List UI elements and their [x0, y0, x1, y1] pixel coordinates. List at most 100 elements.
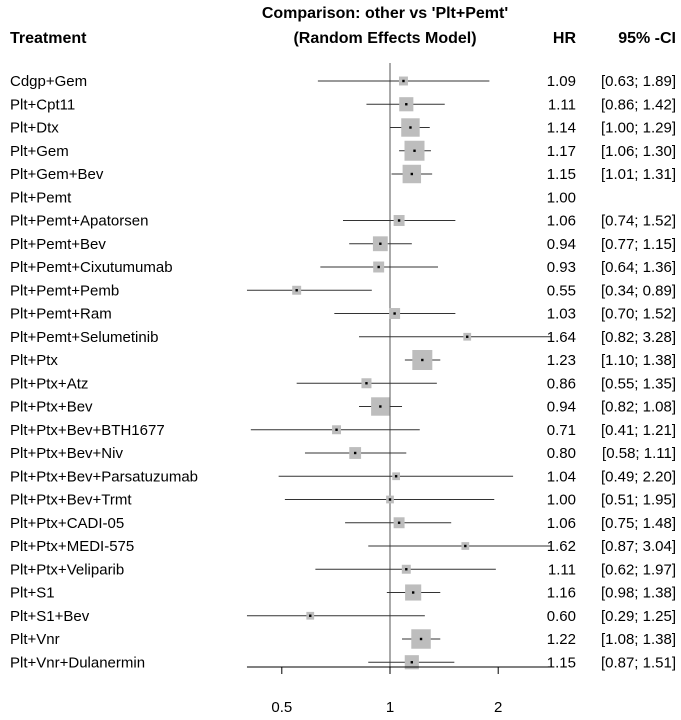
row-hr-value: 0.94 [547, 236, 576, 253]
row-ci-value: [0.63; 1.89] [601, 73, 676, 90]
row-ci-value: [0.58; 1.11] [602, 445, 676, 462]
row-hr-value: 1.23 [547, 352, 576, 369]
row-hr-value: 1.00 [547, 189, 576, 206]
row-label: Plt+Gem [10, 143, 69, 160]
point-estimate [409, 126, 412, 129]
row-hr-value: 1.14 [547, 120, 576, 137]
point-estimate [388, 498, 392, 501]
row-hr-value: 1.22 [547, 631, 576, 648]
row-hr-value: 1.03 [547, 306, 576, 323]
point-estimate [379, 405, 382, 408]
row-label: Plt+Cpt11 [10, 96, 75, 113]
row-label: Plt+Pemt+Bev [10, 236, 106, 253]
column-header-treatment: Treatment [10, 30, 87, 47]
chart-title: Comparison: other vs 'Plt+Pemt' [262, 5, 508, 22]
row-label: Plt+Ptx+Bev+Trmt [10, 492, 132, 509]
point-estimate [402, 79, 405, 83]
column-header-hr: HR [553, 30, 577, 47]
row-label: Plt+Pemt+Pemb [10, 282, 119, 299]
point-estimate [397, 219, 401, 222]
row-label: Plt+S1 [10, 585, 55, 602]
point-estimate [335, 428, 338, 431]
point-estimate [365, 382, 368, 385]
row-hr-value: 1.00 [547, 492, 576, 509]
row-hr-value: 0.71 [547, 422, 576, 439]
point-estimate [397, 521, 401, 524]
row-label: Plt+Pemt+Selumetinib [10, 329, 158, 346]
row-hr-value: 1.15 [547, 654, 576, 671]
row-ci-value: [0.87; 3.04] [601, 538, 676, 555]
point-estimate [353, 451, 357, 455]
point-estimate [419, 637, 423, 641]
row-label: Plt+Ptx+Bev+Parsatuzumab [10, 468, 198, 485]
row-ci-value: [0.49; 2.20] [601, 468, 676, 485]
row-hr-value: 1.64 [547, 329, 576, 346]
point-estimate [309, 614, 312, 617]
chart-subtitle: (Random Effects Model) [293, 30, 476, 47]
row-label: Plt+Vnr [10, 631, 60, 648]
row-ci-value: [0.55; 1.35] [601, 375, 676, 392]
row-label: Plt+Gem+Bev [10, 166, 104, 183]
row-ci-value: [0.51; 1.95] [601, 492, 676, 509]
row-label: Plt+Ptx+Bev+Niv [10, 445, 123, 462]
point-estimate [377, 265, 380, 269]
point-estimate [413, 149, 416, 152]
row-label: Plt+Ptx+Veliparib [10, 561, 124, 578]
row-ci-value: [0.62; 1.97] [601, 561, 676, 578]
row-label: Plt+Ptx+MEDI-575 [10, 538, 134, 555]
x-axis: 0.5 1 2 [246, 666, 551, 716]
row-ci-value: [0.64; 1.36] [601, 259, 676, 276]
rows-group: Cdgp+Gem 1.09 [0.63; 1.89] Plt+Cpt11 1.11 [0.… [10, 73, 676, 671]
row-hr-value: 0.55 [547, 282, 576, 299]
row-label: Plt+Pemt+Cixutumumab [10, 259, 173, 276]
point-estimate [295, 289, 298, 292]
row-ci-value: [1.00; 1.29] [601, 120, 676, 137]
point-estimate [410, 661, 414, 664]
x-tick-label: 2 [494, 699, 502, 716]
point-estimate [393, 312, 396, 315]
row-label: Plt+Pemt [10, 189, 72, 206]
row-ci-value: [0.34; 0.89] [601, 282, 676, 299]
row-label: Plt+Vnr+Dulanermin [10, 654, 145, 671]
row-label: Cdgp+Gem [10, 73, 87, 90]
row-ci-value: [0.77; 1.15] [601, 236, 676, 253]
row-ci-value: [0.41; 1.21] [601, 422, 676, 439]
row-hr-value: 0.93 [547, 259, 576, 276]
row-label: Plt+Ptx+Atz [10, 375, 88, 392]
row-hr-value: 1.62 [547, 538, 576, 555]
row-ci-value: [0.70; 1.52] [601, 306, 676, 323]
row-hr-value: 1.15 [547, 166, 576, 183]
row-hr-value: 1.06 [547, 515, 576, 532]
point-estimate [411, 591, 415, 594]
row-hr-value: 1.17 [547, 143, 576, 160]
row-hr-value: 1.09 [547, 73, 576, 90]
point-estimate [421, 358, 424, 362]
row-ci-value: [0.98; 1.38] [601, 585, 676, 602]
point-estimate [464, 544, 467, 548]
row-ci-value: [0.82; 1.08] [601, 399, 676, 416]
row-ci-value: [0.87; 1.51] [601, 654, 676, 671]
row-hr-value: 1.06 [547, 213, 576, 230]
row-label: Plt+Pemt+Ram [10, 306, 112, 323]
row-label: Plt+Dtx [10, 120, 59, 137]
row-label: Plt+Pemt+Apatorsen [10, 213, 148, 230]
row-ci-value: [1.08; 1.38] [601, 631, 676, 648]
plot-area [246, 63, 551, 670]
row-label: Plt+S1+Bev [10, 608, 90, 625]
point-estimate [410, 172, 414, 176]
row-hr-value: 0.80 [547, 445, 576, 462]
row-ci-value: [1.01; 1.31] [601, 166, 676, 183]
row-ci-value: [0.75; 1.48] [601, 515, 676, 532]
row-ci-value: [1.10; 1.38] [601, 352, 676, 369]
row-hr-value: 1.16 [547, 585, 576, 602]
row-hr-value: 0.60 [547, 608, 576, 625]
row-label: Plt+Ptx [10, 352, 58, 369]
point-estimate [405, 103, 408, 106]
point-estimate [405, 568, 408, 571]
row-hr-value: 0.86 [547, 375, 576, 392]
point-estimate [379, 242, 382, 245]
row-label: Plt+Ptx+CADI-05 [10, 515, 124, 532]
row-ci-value: [0.82; 3.28] [601, 329, 676, 346]
point-estimate [466, 335, 469, 338]
